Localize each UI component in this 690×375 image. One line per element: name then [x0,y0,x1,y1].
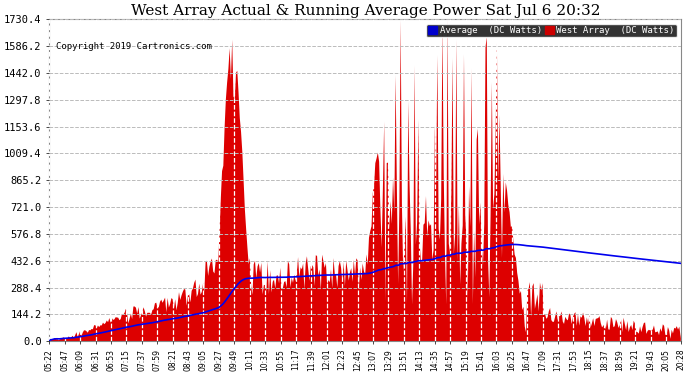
Legend: Average  (DC Watts), West Array  (DC Watts): Average (DC Watts), West Array (DC Watts… [426,24,677,38]
Title: West Array Actual & Running Average Power Sat Jul 6 20:32: West Array Actual & Running Average Powe… [130,4,600,18]
Text: Copyright 2019 Cartronics.com: Copyright 2019 Cartronics.com [56,42,212,51]
